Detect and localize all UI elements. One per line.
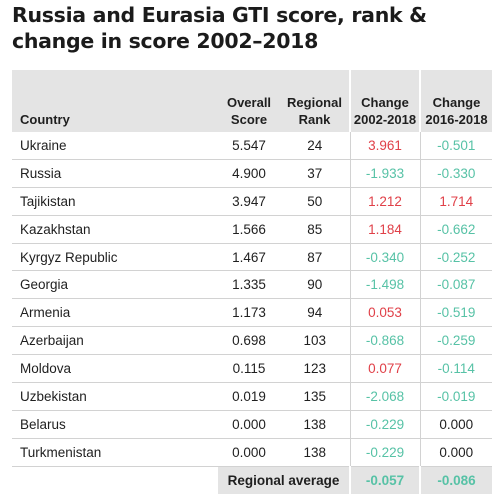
table-row: Armenia 1.173 94 0.053 -0.519 <box>12 298 492 328</box>
table-row: Russia 4.900 37 -1.933 -0.330 <box>12 159 492 188</box>
change-2016-cell: -0.662 <box>419 215 492 244</box>
change-2016-cell: -0.259 <box>419 326 492 356</box>
overall-score-cell: 4.900 <box>218 159 280 188</box>
overall-score-cell: 0.698 <box>218 326 280 356</box>
country-cell: Kyrgyz Republic <box>12 243 218 272</box>
change-2016-cell: -0.114 <box>419 354 492 384</box>
country-cell: Turkmenistan <box>12 438 218 467</box>
change-2002-cell: -0.868 <box>349 326 420 356</box>
table-row: Kazakhstan 1.566 85 1.184 -0.662 <box>12 215 492 244</box>
regional-rank-cell: 94 <box>280 298 350 328</box>
table-row: Turkmenistan 0.000 138 -0.229 0.000 <box>12 438 492 467</box>
change-2002-cell: 3.961 <box>349 132 420 160</box>
header-change-2016-2018: Change 2016-2018 <box>419 70 492 132</box>
change-2016-cell: 0.000 <box>419 410 492 439</box>
change-2002-cell: 1.184 <box>349 215 420 244</box>
overall-score-cell: 0.115 <box>218 354 280 384</box>
header-regional-rank: Regional Rank <box>280 70 350 132</box>
country-cell: Moldova <box>12 354 218 384</box>
change-2002-cell: 1.212 <box>349 187 420 216</box>
regional-rank-cell: 37 <box>280 159 350 188</box>
regional-rank-cell: 24 <box>280 132 350 160</box>
regional-rank-cell: 85 <box>280 215 350 244</box>
country-cell: Belarus <box>12 410 218 439</box>
change-2002-cell: -0.340 <box>349 243 420 272</box>
change-2016-cell: -0.252 <box>419 243 492 272</box>
gti-table: Country Overall Score Regional Rank Chan… <box>12 70 492 494</box>
change-2002-cell: -2.068 <box>349 382 420 411</box>
average-spacer <box>12 466 218 494</box>
country-cell: Uzbekistan <box>12 382 218 411</box>
overall-score-cell: 0.000 <box>218 438 280 467</box>
country-cell: Armenia <box>12 298 218 328</box>
country-cell: Azerbaijan <box>12 326 218 356</box>
regional-average-change-2002: -0.057 <box>349 466 420 494</box>
table-body: Ukraine 5.547 24 3.961 -0.501 Russia 4.900 37 -1… <box>12 132 492 467</box>
table-row: Uzbekistan 0.019 135 -2.068 -0.019 <box>12 382 492 411</box>
change-2016-cell: -0.330 <box>419 159 492 188</box>
table-row: Azerbaijan 0.698 103 -0.868 -0.259 <box>12 326 492 356</box>
change-2002-cell: -0.229 <box>349 410 420 439</box>
regional-rank-cell: 138 <box>280 410 350 439</box>
regional-average-change-2016: -0.086 <box>419 466 492 494</box>
change-2016-cell: -0.501 <box>419 132 492 160</box>
overall-score-cell: 1.173 <box>218 298 280 328</box>
change-2016-cell: 0.000 <box>419 438 492 467</box>
regional-average-row: Regional average -0.057 -0.086 <box>12 466 492 494</box>
change-2002-cell: 0.077 <box>349 354 420 384</box>
header-country: Country <box>12 70 218 132</box>
overall-score-cell: 3.947 <box>218 187 280 216</box>
country-cell: Tajikistan <box>12 187 218 216</box>
country-cell: Russia <box>12 159 218 188</box>
change-2002-cell: -1.933 <box>349 159 420 188</box>
overall-score-cell: 0.019 <box>218 382 280 411</box>
table-row: Moldova 0.115 123 0.077 -0.114 <box>12 354 492 384</box>
regional-rank-cell: 90 <box>280 270 350 300</box>
header-overall-score: Overall Score <box>218 70 280 132</box>
change-2002-cell: 0.053 <box>349 298 420 328</box>
change-2016-cell: -0.087 <box>419 270 492 300</box>
country-cell: Kazakhstan <box>12 215 218 244</box>
overall-score-cell: 0.000 <box>218 410 280 439</box>
regional-rank-cell: 135 <box>280 382 350 411</box>
regional-rank-cell: 103 <box>280 326 350 356</box>
table-row: Ukraine 5.547 24 3.961 -0.501 <box>12 132 492 160</box>
header-row: Country Overall Score Regional Rank Chan… <box>12 70 492 132</box>
country-cell: Georgia <box>12 270 218 300</box>
change-2016-cell: 1.714 <box>419 187 492 216</box>
overall-score-cell: 1.566 <box>218 215 280 244</box>
regional-rank-cell: 138 <box>280 438 350 467</box>
table-row: Tajikistan 3.947 50 1.212 1.714 <box>12 187 492 216</box>
country-cell: Ukraine <box>12 132 218 160</box>
header-change-2002-2018: Change 2002-2018 <box>349 70 420 132</box>
table-row: Belarus 0.000 138 -0.229 0.000 <box>12 410 492 439</box>
regional-average-label: Regional average <box>218 466 350 494</box>
change-2016-cell: -0.519 <box>419 298 492 328</box>
overall-score-cell: 5.547 <box>218 132 280 160</box>
regional-rank-cell: 123 <box>280 354 350 384</box>
table-row: Georgia 1.335 90 -1.498 -0.087 <box>12 270 492 300</box>
overall-score-cell: 1.467 <box>218 243 280 272</box>
regional-rank-cell: 87 <box>280 243 350 272</box>
chart-title: Russia and Eurasia GTI score, rank & cha… <box>12 3 427 53</box>
change-2002-cell: -1.498 <box>349 270 420 300</box>
change-2002-cell: -0.229 <box>349 438 420 467</box>
overall-score-cell: 1.335 <box>218 270 280 300</box>
change-2016-cell: -0.019 <box>419 382 492 411</box>
regional-rank-cell: 50 <box>280 187 350 216</box>
table-row: Kyrgyz Republic 1.467 87 -0.340 -0.252 <box>12 243 492 272</box>
